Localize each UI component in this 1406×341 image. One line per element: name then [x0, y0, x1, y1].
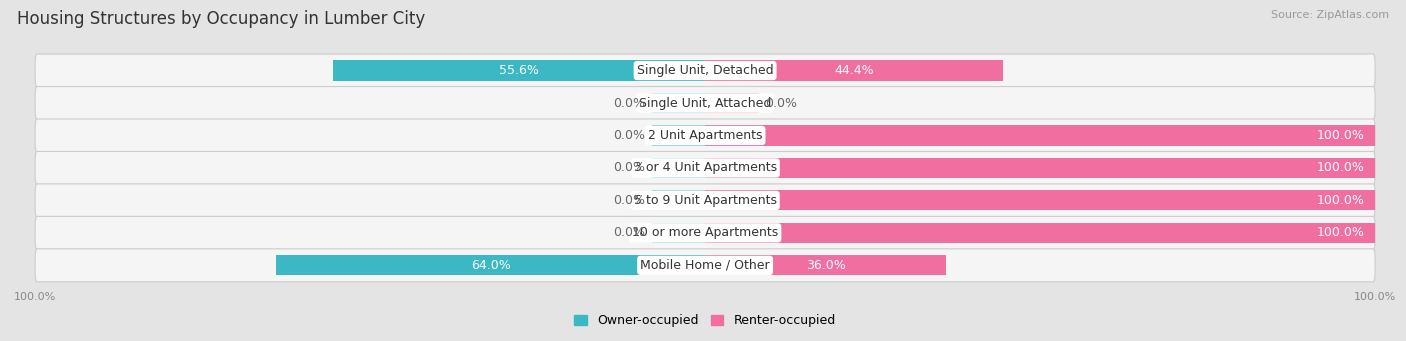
Text: 100.0%: 100.0%	[1317, 129, 1365, 142]
Text: 0.0%: 0.0%	[613, 97, 645, 109]
Text: 5 to 9 Unit Apartments: 5 to 9 Unit Apartments	[634, 194, 776, 207]
Bar	[333, 60, 704, 80]
Text: 36.0%: 36.0%	[806, 259, 845, 272]
Bar	[651, 125, 704, 146]
Bar	[651, 190, 704, 210]
Text: 3 or 4 Unit Apartments: 3 or 4 Unit Apartments	[634, 161, 776, 175]
Text: 0.0%: 0.0%	[765, 97, 797, 109]
Text: 100.0%: 100.0%	[1317, 194, 1365, 207]
Text: Mobile Home / Other: Mobile Home / Other	[640, 259, 770, 272]
Bar	[651, 93, 704, 113]
Text: 0.0%: 0.0%	[613, 194, 645, 207]
FancyBboxPatch shape	[35, 184, 1375, 217]
Bar	[704, 125, 1375, 146]
Text: 55.6%: 55.6%	[499, 64, 538, 77]
Bar	[704, 60, 1002, 80]
Bar	[704, 158, 1375, 178]
Bar	[704, 190, 1375, 210]
Text: 0.0%: 0.0%	[613, 129, 645, 142]
Text: 64.0%: 64.0%	[471, 259, 510, 272]
FancyBboxPatch shape	[35, 151, 1375, 184]
Bar	[704, 93, 759, 113]
Text: Housing Structures by Occupancy in Lumber City: Housing Structures by Occupancy in Lumbe…	[17, 10, 425, 28]
Legend: Owner-occupied, Renter-occupied: Owner-occupied, Renter-occupied	[569, 309, 841, 332]
Bar	[704, 223, 1375, 243]
Text: Single Unit, Detached: Single Unit, Detached	[637, 64, 773, 77]
FancyBboxPatch shape	[35, 87, 1375, 119]
FancyBboxPatch shape	[35, 119, 1375, 152]
Text: Single Unit, Attached: Single Unit, Attached	[638, 97, 772, 109]
Text: 0.0%: 0.0%	[613, 161, 645, 175]
Text: 44.4%: 44.4%	[834, 64, 873, 77]
Bar	[704, 255, 946, 276]
Bar	[651, 158, 704, 178]
Text: 10 or more Apartments: 10 or more Apartments	[631, 226, 779, 239]
Text: 100.0%: 100.0%	[1317, 226, 1365, 239]
Bar	[651, 223, 704, 243]
Text: Source: ZipAtlas.com: Source: ZipAtlas.com	[1271, 10, 1389, 20]
FancyBboxPatch shape	[35, 249, 1375, 282]
Text: 100.0%: 100.0%	[1317, 161, 1365, 175]
Text: 2 Unit Apartments: 2 Unit Apartments	[648, 129, 762, 142]
FancyBboxPatch shape	[35, 217, 1375, 249]
Text: 0.0%: 0.0%	[613, 226, 645, 239]
Bar	[277, 255, 704, 276]
FancyBboxPatch shape	[35, 54, 1375, 87]
